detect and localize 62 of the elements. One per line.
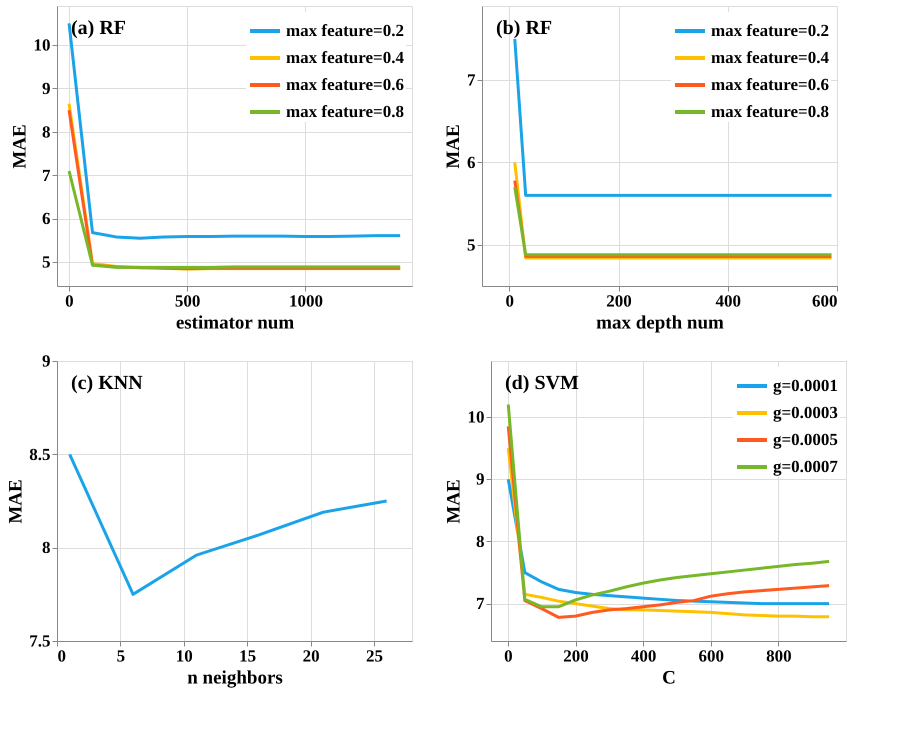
y-tick-label: 9 bbox=[476, 470, 484, 489]
x-tick-label: 200 bbox=[563, 646, 589, 666]
line-series bbox=[68, 452, 388, 596]
legend-label: g=0.0005 bbox=[773, 430, 838, 449]
line-series bbox=[68, 22, 402, 240]
legend-label: max feature=0.6 bbox=[711, 75, 829, 94]
x-axis-title: estimator num bbox=[176, 312, 294, 334]
x-tick-label: 20 bbox=[302, 646, 320, 666]
y-tick-label: 7 bbox=[467, 70, 476, 90]
x-tick-label: 0 bbox=[58, 646, 66, 666]
line-series bbox=[68, 169, 402, 269]
y-axis-title: MAE bbox=[444, 479, 464, 524]
legend-label: max feature=0.2 bbox=[711, 21, 829, 40]
x-tick-label: 0 bbox=[504, 646, 513, 666]
x-tick-label: 400 bbox=[716, 292, 742, 310]
y-tick-label: 9 bbox=[42, 78, 50, 98]
legend-label: max feature=0.4 bbox=[286, 48, 404, 67]
y-tick-label: 6 bbox=[467, 152, 476, 172]
y-tick-label: 5 bbox=[42, 252, 50, 272]
legend-label: g=0.0003 bbox=[773, 403, 838, 422]
x-tick-label: 600 bbox=[698, 646, 724, 666]
annotation: (b) RF bbox=[496, 17, 552, 39]
legend-label: max feature=0.4 bbox=[711, 48, 830, 67]
legend-label: g=0.0001 bbox=[773, 376, 838, 395]
y-tick-label: 8 bbox=[42, 122, 50, 142]
legend-label: g=0.0007 bbox=[773, 457, 838, 476]
x-axis-title: max depth num bbox=[596, 312, 724, 334]
y-tick-label: 5 bbox=[467, 235, 476, 254]
legend-label: max feature=0.6 bbox=[286, 75, 404, 94]
y-tick-label: 6 bbox=[42, 209, 50, 228]
y-axis-title: MAE bbox=[5, 479, 26, 524]
x-tick-label: 1000 bbox=[289, 292, 323, 310]
y-tick-label: 7.5 bbox=[29, 632, 50, 650]
y-tick-label: 8.5 bbox=[29, 444, 50, 464]
y-axis-title: MAE bbox=[443, 124, 464, 169]
y-tick-label: 9 bbox=[42, 352, 50, 370]
x-tick-label: 500 bbox=[174, 292, 200, 310]
y-tick-label: 10 bbox=[34, 36, 50, 55]
y-tick-label: 10 bbox=[468, 408, 484, 426]
x-axis-title: C bbox=[662, 668, 676, 688]
y-tick-label: 8 bbox=[476, 532, 484, 551]
x-tick-label: 5 bbox=[116, 646, 126, 666]
x-tick-label: 15 bbox=[239, 646, 256, 666]
annotation: (a) RF bbox=[71, 17, 126, 39]
annotation: (c) KNN bbox=[71, 372, 144, 394]
x-tick-label: 800 bbox=[766, 646, 792, 666]
y-tick-label: 7 bbox=[476, 594, 485, 614]
annotation: (d) SVM bbox=[505, 372, 580, 394]
x-tick-label: 0 bbox=[65, 292, 74, 310]
x-tick-label: 0 bbox=[506, 292, 514, 310]
x-tick-label: 10 bbox=[176, 646, 193, 666]
y-tick-label: 7 bbox=[42, 166, 51, 185]
x-tick-label: 400 bbox=[630, 646, 656, 666]
legend-label: max feature=0.2 bbox=[286, 21, 404, 40]
legend-label: max feature=0.8 bbox=[711, 102, 829, 121]
legend-label: max feature=0.8 bbox=[286, 102, 404, 121]
x-tick-label: 600 bbox=[812, 292, 838, 310]
x-axis-title: n neighbors bbox=[187, 668, 283, 688]
x-tick-label: 25 bbox=[366, 646, 383, 666]
y-axis-title: MAE bbox=[10, 124, 30, 169]
x-tick-label: 200 bbox=[606, 292, 632, 310]
y-tick-label: 8 bbox=[42, 538, 50, 558]
